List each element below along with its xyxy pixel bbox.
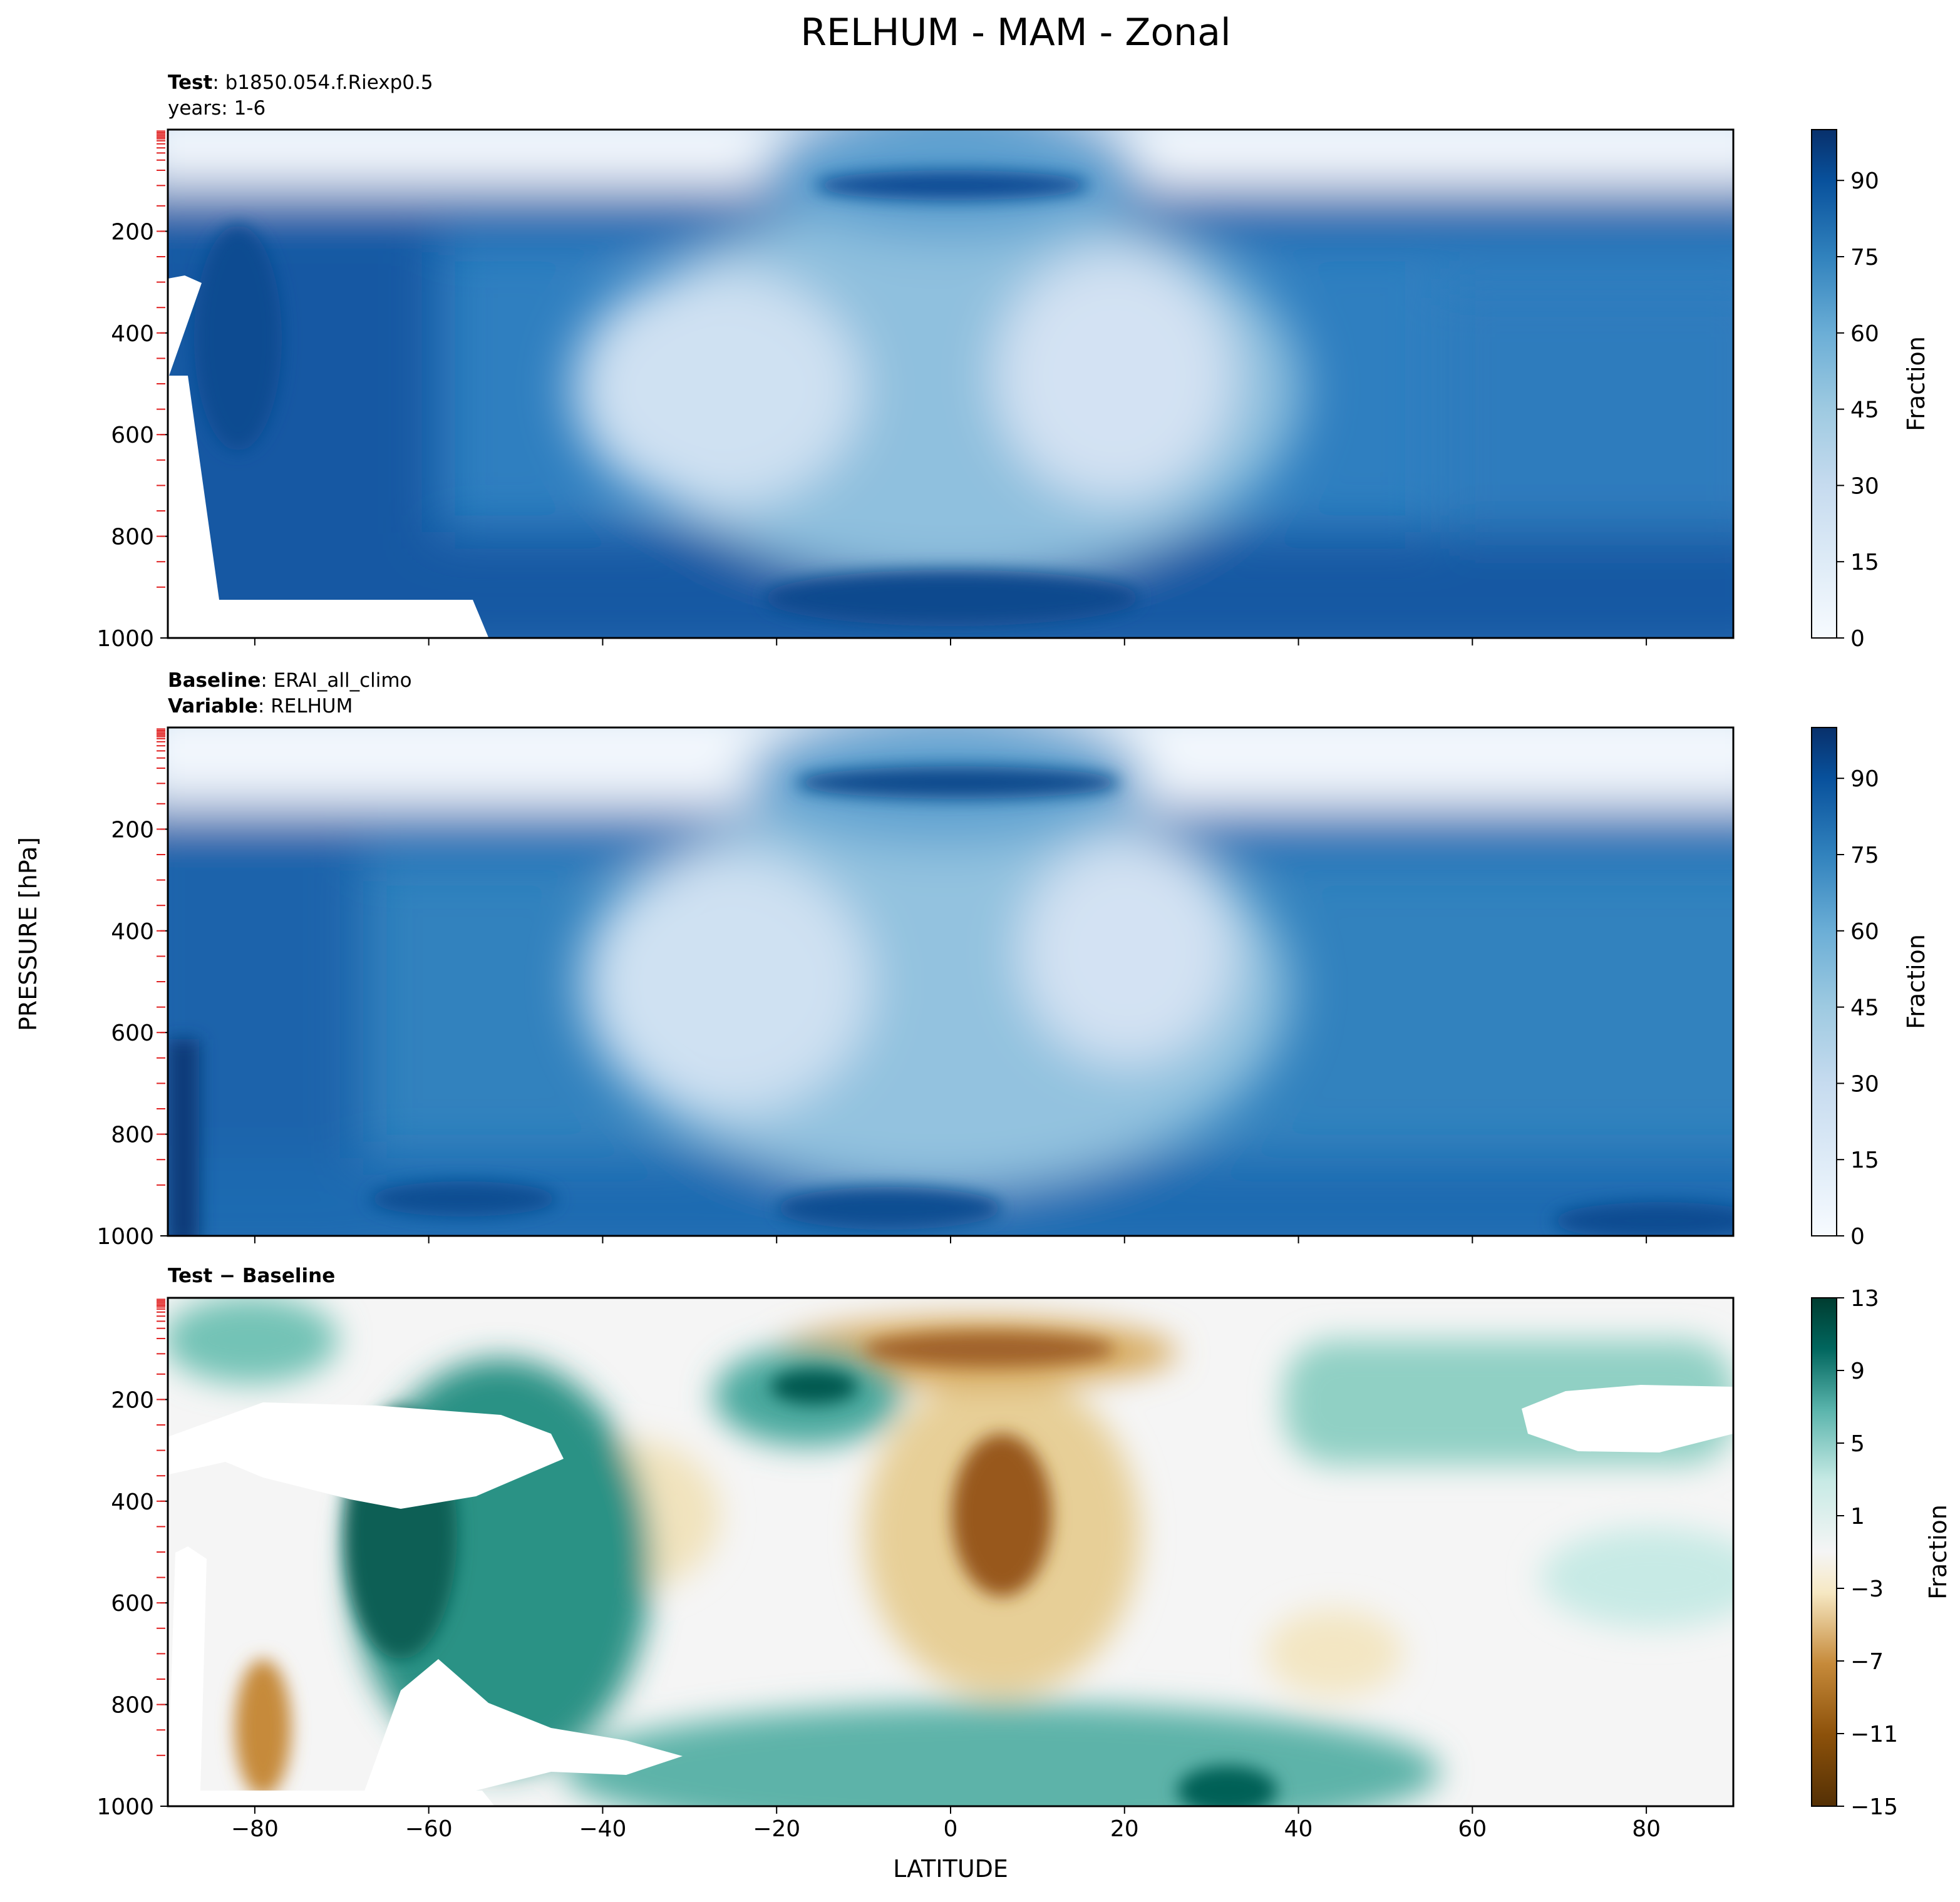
test-cbar-tick-label: 30 xyxy=(1850,473,1879,499)
diff-cbar-tick-label: 5 xyxy=(1850,1431,1865,1457)
baseline-cbar-tick-label: 15 xyxy=(1850,1148,1879,1173)
diff-cbar-tick-label: −7 xyxy=(1850,1649,1884,1675)
baseline-cbar-tick-label: 90 xyxy=(1850,766,1879,792)
diff-cbar-tick-label: −3 xyxy=(1850,1576,1884,1602)
panel-diff-header-1: Test − Baseline xyxy=(168,1265,335,1287)
test-cbar-tick-label: 90 xyxy=(1850,168,1879,194)
panel-baseline-field xyxy=(168,727,1733,1236)
diff-ytick-label: 200 xyxy=(111,1387,154,1413)
y-axis-label: PRESSURE [hPa] xyxy=(14,837,42,1031)
panel-baseline-header-1: Baseline: ERAI_all_climo xyxy=(168,669,412,692)
panel-test: Test: b1850.054.f.Riexp0.5 years: 1-6 xyxy=(167,71,1930,639)
baseline-cbar-tick-label: 30 xyxy=(1850,1071,1879,1097)
baseline-cbar-tick-label: 45 xyxy=(1850,995,1879,1021)
baseline-ytick-label: 600 xyxy=(111,1020,154,1046)
diff-cbar-tick-label: −15 xyxy=(1850,1794,1898,1820)
test-cbar-tick-label: 45 xyxy=(1850,398,1879,423)
panel-diff-field xyxy=(168,1298,1733,1806)
panel-diff: Test − Baseline xyxy=(167,1265,1952,1807)
panel-baseline-header-2: Variable: RELHUM xyxy=(168,695,353,717)
test-cbar-tick-label: 15 xyxy=(1850,550,1879,575)
baseline-cbar-tick-label: 0 xyxy=(1850,1224,1865,1250)
panel-test-header-2: years: 1-6 xyxy=(168,97,266,120)
diff-cbar-tick-label: −11 xyxy=(1850,1722,1898,1747)
test-cbar-tick-label: 0 xyxy=(1850,626,1865,652)
diff-xtick-label: 40 xyxy=(1284,1816,1313,1842)
test-cbar-tick-label: 75 xyxy=(1850,245,1879,270)
test-ytick-label: 1000 xyxy=(96,626,154,652)
diff-xtick-label: 60 xyxy=(1458,1816,1487,1842)
baseline-ytick-label: 400 xyxy=(111,919,154,945)
panel-baseline-colorbar xyxy=(1811,727,1837,1236)
figure-title: RELHUM - MAM - Zonal xyxy=(800,11,1230,54)
diff-xtick-label: 0 xyxy=(944,1816,958,1842)
panel-test-field xyxy=(168,130,1733,638)
panel-diff-colorbar xyxy=(1811,1297,1837,1807)
baseline-cbar-tick-label: 75 xyxy=(1850,843,1879,868)
diff-ytick-label: 600 xyxy=(111,1591,154,1617)
diff-xtick-label: 80 xyxy=(1632,1816,1661,1842)
panel-baseline-colorbar-label: Fraction xyxy=(1902,934,1930,1029)
diff-cbar-tick-label: 1 xyxy=(1850,1504,1865,1529)
panel-baseline: Baseline: ERAI_all_climo Variable: RELHU… xyxy=(167,669,1930,1237)
diff-xtick-label: 20 xyxy=(1110,1816,1139,1842)
diff-xtick-label: −40 xyxy=(579,1816,626,1842)
diff-cbar-tick-label: 13 xyxy=(1850,1286,1879,1312)
test-ytick-label: 400 xyxy=(111,321,154,347)
diff-cbar-tick-label: 9 xyxy=(1850,1359,1865,1384)
test-ytick-label: 600 xyxy=(111,423,154,448)
baseline-ytick-label: 800 xyxy=(111,1123,154,1148)
x-axis-label: LATITUDE xyxy=(893,1855,1008,1883)
diff-ytick-label: 1000 xyxy=(96,1794,154,1820)
panel-test-colorbar-label: Fraction xyxy=(1902,336,1930,431)
test-cbar-tick-label: 60 xyxy=(1850,321,1879,347)
panel-diff-colorbar-label: Fraction xyxy=(1924,1504,1952,1600)
baseline-ytick-label: 1000 xyxy=(96,1224,154,1250)
baseline-ytick-label: 200 xyxy=(111,817,154,843)
baseline-cbar-tick-label: 60 xyxy=(1850,919,1879,945)
diff-xtick-label: −20 xyxy=(753,1816,800,1842)
diff-ytick-label: 800 xyxy=(111,1693,154,1719)
panel-test-colorbar xyxy=(1811,129,1837,639)
test-ytick-label: 800 xyxy=(111,525,154,550)
panel-test-header-1: Test: b1850.054.f.Riexp0.5 xyxy=(168,71,433,94)
diff-ytick-label: 400 xyxy=(111,1489,154,1515)
test-ytick-label: 200 xyxy=(111,219,154,245)
diff-xtick-label: −60 xyxy=(405,1816,453,1842)
diff-xtick-label: −80 xyxy=(231,1816,279,1842)
